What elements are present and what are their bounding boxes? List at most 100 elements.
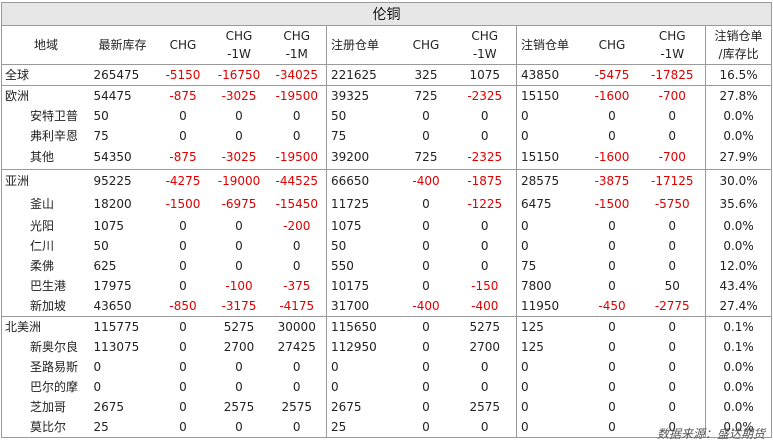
- table-cell: 0.1%: [704, 337, 773, 357]
- table-cell: -5475: [594, 68, 630, 82]
- region-name: 新奥尔良: [1, 337, 90, 357]
- table-cell: 0: [480, 360, 489, 374]
- table-cell: 0: [480, 259, 489, 273]
- region-name: 釜山: [1, 193, 90, 216]
- table-cell: -16750: [217, 68, 261, 82]
- table-cell: 0: [668, 239, 677, 253]
- table-cell: 0: [516, 357, 585, 377]
- table-cell: 0: [608, 239, 616, 253]
- table-cell: 0: [668, 400, 677, 414]
- table-cell: -875: [155, 85, 211, 106]
- table-cell: 0: [516, 126, 585, 146]
- table-cell: -450: [598, 299, 626, 313]
- table-cell: 10175: [326, 276, 399, 296]
- table-row: 安特卫普 50 0 0 0 50 0 0 0 0 0 0.0%: [1, 106, 773, 126]
- region-name: 新加坡: [1, 296, 90, 317]
- table-cell: 2700: [469, 340, 501, 354]
- table-cell: -4275: [155, 169, 211, 193]
- table-cell: 27.4%: [704, 296, 773, 317]
- table-cell: 7800: [516, 276, 585, 296]
- table-cell: 0: [516, 377, 585, 397]
- table-cell: 0: [179, 400, 187, 414]
- column-header: CHG: [584, 25, 640, 65]
- region-name: 仁川: [1, 236, 90, 256]
- column-header: CHG -1W: [639, 25, 706, 65]
- table-cell: 30.0%: [704, 169, 773, 193]
- table-cell: 50: [93, 239, 109, 253]
- table-cell: -400: [398, 169, 454, 193]
- table-cell: 75: [326, 126, 399, 146]
- table-row: 北美洲 115775 0 5275 30000 115650 0 5275 125 0 0 0.1%: [1, 316, 773, 337]
- table-cell: -44525: [267, 169, 327, 193]
- table-cell: 11725: [326, 193, 399, 216]
- table-cell: 2575: [281, 400, 313, 414]
- table-cell: 0: [179, 239, 187, 253]
- table-cell: 0: [480, 109, 489, 123]
- table-cell: 0: [639, 417, 706, 438]
- title-row: 伦铜: [0, 2, 773, 26]
- table-cell: 0: [668, 259, 677, 273]
- table-cell: -3175: [221, 299, 257, 313]
- table-cell: -3025: [221, 150, 257, 164]
- table-cell: 50: [93, 109, 109, 123]
- table-cell: -1600: [594, 150, 630, 164]
- table-cell: 0: [422, 129, 430, 143]
- table-cell: 0: [235, 259, 243, 273]
- column-header: 注销仓单 /库存比: [704, 25, 773, 65]
- table-cell: 0: [292, 259, 301, 273]
- table-cell: 5275: [453, 316, 517, 337]
- table-cell: 0: [516, 397, 585, 417]
- table-cell: 0: [179, 360, 187, 374]
- column-header: CHG -1M: [267, 25, 327, 65]
- table-cell: 15150: [516, 85, 585, 106]
- region-name: 弗利辛恩: [1, 126, 90, 146]
- data-source-note: 数据来源：盛达期货: [656, 427, 765, 441]
- table-cell: -5750: [654, 197, 690, 211]
- table-cell: 0: [179, 219, 187, 233]
- table-cell: -17125: [639, 169, 706, 193]
- table-cell: 2700: [223, 340, 255, 354]
- table-cell: -19500: [267, 85, 327, 106]
- table-cell: 75: [516, 256, 585, 276]
- table-cell: 0: [179, 129, 187, 143]
- table-cell: 625: [93, 259, 117, 273]
- region-name: 巴尔的摩: [1, 377, 90, 397]
- table-cell: 0: [608, 360, 616, 374]
- table-cell: -4175: [279, 299, 315, 313]
- table-cell: -34025: [275, 68, 318, 82]
- table-cell: 27.9%: [704, 146, 773, 170]
- table-cell: 54475: [89, 85, 156, 106]
- table-cell: -17825: [650, 68, 694, 82]
- region-name: 欧洲: [1, 85, 90, 106]
- table-cell: 0: [639, 316, 706, 337]
- table-cell: 11950: [516, 296, 585, 317]
- table-row: 新奥尔良 113075 0 2700 27425 112950 0 2700 125 0 0 0.1%: [1, 337, 773, 357]
- table-cell: 0: [235, 239, 243, 253]
- table-cell: 28575: [516, 169, 585, 193]
- region-name: 亚洲: [1, 169, 90, 193]
- region-name: 巴生港: [1, 276, 90, 296]
- table-cell: -5150: [165, 68, 201, 82]
- table-cell: 1075: [469, 68, 501, 82]
- column-header: CHG -1W: [453, 25, 517, 65]
- table-cell: -1225: [467, 197, 503, 211]
- table-cell: 0: [179, 279, 187, 293]
- table-cell: 50: [326, 106, 399, 126]
- table-cell: 66650: [326, 169, 399, 193]
- table-cell: -1500: [594, 197, 630, 211]
- table-cell: 0: [422, 197, 430, 211]
- table-cell: 0: [584, 316, 640, 337]
- table-row: 仁川 50 0 0 0 50 0 0 0 0 0 0.0%: [1, 236, 773, 256]
- table-cell: 0: [179, 380, 187, 394]
- table-cell: 5275: [210, 316, 268, 337]
- table-row: 欧洲 54475 -875 -3025 -19500 39325 725 -2325 15150…: [1, 85, 773, 106]
- table-row: 巴尔的摩 0 0 0 0 0 0 0 0 0 0 0.0%: [1, 377, 773, 397]
- table-cell: -1500: [165, 197, 201, 211]
- table-cell: 0: [453, 417, 517, 438]
- table-cell: 113075: [93, 340, 140, 354]
- table-cell: 0.1%: [704, 316, 773, 337]
- table-cell: 0: [516, 216, 585, 236]
- table-cell: 0: [422, 360, 430, 374]
- table-cell: 16.5%: [704, 64, 773, 86]
